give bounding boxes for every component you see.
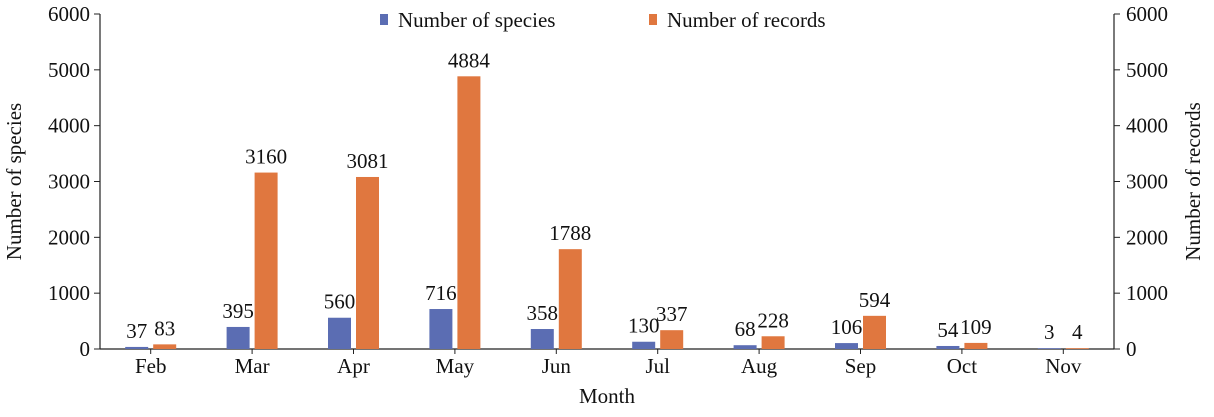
legend-label-records: Number of records: [667, 8, 826, 32]
y-right-tick-label: 5000: [1126, 58, 1168, 82]
species-label-sep: 106: [831, 315, 863, 339]
y-left-tick-label: 0: [80, 337, 91, 361]
species-bar-apr: [328, 318, 351, 349]
records-label-apr: 3081: [347, 149, 389, 173]
species-bar-jul: [632, 342, 655, 349]
species-bar-may: [429, 309, 452, 349]
legend: Number of species Number of records: [380, 8, 826, 32]
records-bar-feb: [153, 344, 176, 349]
records-bar-aug: [762, 336, 785, 349]
species-bar-nov: [1038, 348, 1061, 349]
records-bar-sep: [863, 316, 886, 349]
x-tick-label-feb: Feb: [135, 354, 167, 378]
records-label-nov: 4: [1072, 320, 1083, 344]
records-label-sep: 594: [859, 288, 891, 312]
species-bar-oct: [936, 346, 959, 349]
species-label-feb: 37: [126, 319, 147, 343]
species-bar-mar: [227, 327, 250, 349]
legend-swatch-species: [380, 14, 388, 25]
y-left-tick-label: 2000: [48, 225, 90, 249]
x-tick-label-mar: Mar: [235, 354, 270, 378]
records-bar-may: [457, 76, 480, 349]
species-bar-sep: [835, 343, 858, 349]
species-label-jun: 358: [527, 301, 559, 325]
y-right-tick-label: 3000: [1126, 170, 1168, 194]
y-right-tick-label: 4000: [1126, 114, 1168, 138]
x-tick-label-apr: Apr: [337, 354, 370, 378]
y-axis-left-title: Number of species: [2, 103, 26, 260]
y-left-tick-label: 1000: [48, 281, 90, 305]
species-label-apr: 560: [324, 290, 356, 314]
x-axis-title: Month: [579, 384, 636, 408]
x-tick-label-jul: Jul: [645, 354, 670, 378]
records-bar-jun: [559, 249, 582, 349]
y-right-tick-label: 2000: [1126, 225, 1168, 249]
records-label-jul: 337: [656, 302, 688, 326]
records-label-jun: 1788: [549, 221, 591, 245]
x-tick-label-nov: Nov: [1045, 354, 1082, 378]
records-bar-oct: [964, 343, 987, 349]
y-right-tick-label: 0: [1126, 337, 1137, 361]
records-label-may: 4884: [448, 48, 491, 72]
species-bar-jun: [531, 329, 554, 349]
dual-axis-bar-chart: 0 0 1000 1000 2000 2000 3000 3000 4000 4000 5000 50…: [0, 0, 1214, 412]
species-label-nov: 3: [1044, 320, 1055, 344]
y-left-tick-label: 3000: [48, 170, 90, 194]
x-tick-label-sep: Sep: [845, 354, 877, 378]
bars-layer: [125, 76, 1089, 349]
y-right-tick-label: 1000: [1126, 281, 1168, 305]
legend-swatch-records: [649, 14, 657, 25]
records-bar-apr: [356, 177, 379, 349]
y-left-tick-label: 6000: [48, 2, 90, 26]
species-label-oct: 54: [937, 318, 959, 342]
x-tick-label-aug: Aug: [741, 354, 778, 378]
y-left-tick-label: 5000: [48, 58, 90, 82]
x-tick-label-may: May: [436, 354, 475, 378]
records-bar-nov: [1066, 348, 1089, 349]
records-label-feb: 83: [154, 316, 175, 340]
records-bar-jul: [660, 330, 683, 349]
x-tick-label-oct: Oct: [947, 354, 977, 378]
x-tick-label-jun: Jun: [542, 354, 572, 378]
chart-container: 0 0 1000 1000 2000 2000 3000 3000 4000 4000 5000 50…: [0, 0, 1214, 412]
species-label-jul: 130: [628, 314, 660, 338]
records-label-oct: 109: [960, 315, 992, 339]
y-left-tick-label: 4000: [48, 114, 90, 138]
records-label-mar: 3160: [245, 145, 287, 169]
y-axis-right-title: Number of records: [1181, 102, 1205, 261]
y-right-tick-label: 6000: [1126, 2, 1168, 26]
records-bar-mar: [255, 173, 278, 349]
legend-label-species: Number of species: [398, 8, 555, 32]
species-label-may: 716: [425, 281, 457, 305]
species-bar-feb: [125, 347, 148, 349]
species-bar-aug: [734, 345, 757, 349]
species-label-aug: 68: [735, 317, 756, 341]
species-label-mar: 395: [222, 299, 254, 323]
axes-layer: 0 0 1000 1000 2000 2000 3000 3000 4000 4000 5000 50…: [48, 2, 1168, 378]
records-label-aug: 228: [757, 308, 789, 332]
